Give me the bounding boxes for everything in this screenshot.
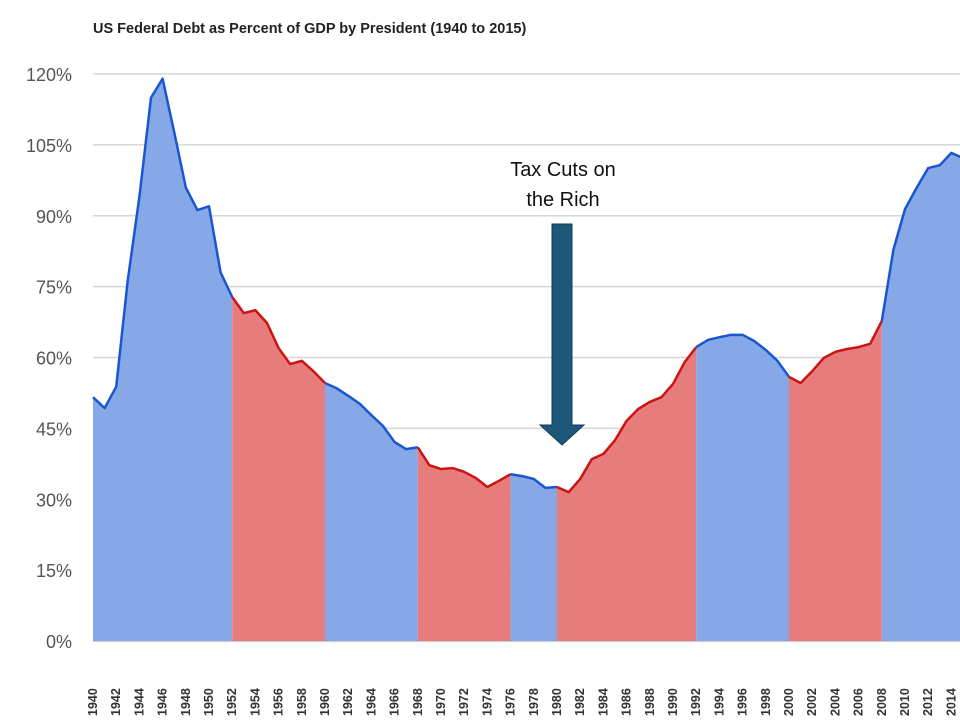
y-axis-ticks: 0% 15% 30% 45% 60% 75% 90% 105% 120% <box>26 65 72 652</box>
line-republican <box>416 446 512 489</box>
annotation-line-2: the Rich <box>526 189 600 211</box>
line-democratic <box>324 381 419 451</box>
arrow-shape <box>538 223 586 446</box>
x-tick-label: 2002 <box>805 688 819 716</box>
x-tick-label: 1952 <box>225 688 239 716</box>
x-tick-label: 1996 <box>736 688 750 716</box>
x-tick-label: 1976 <box>504 688 518 716</box>
x-tick-label: 2012 <box>921 688 935 716</box>
annotation-line-1: Tax Cuts on <box>510 159 616 181</box>
x-tick-label: 1970 <box>434 688 448 716</box>
line-democratic <box>510 472 558 490</box>
area-democratic <box>93 78 233 642</box>
x-tick-label: 1988 <box>643 688 657 716</box>
x-tick-label: 1974 <box>480 688 494 716</box>
x-tick-label: 1962 <box>341 688 355 716</box>
area-republican <box>232 297 325 641</box>
area-democratic <box>696 334 789 641</box>
x-tick-label: 1940 <box>86 688 100 716</box>
x-tick-label: 2004 <box>828 688 842 716</box>
x-tick-label: 1990 <box>666 688 680 716</box>
x-tick-label: 1998 <box>759 688 773 716</box>
area-democratic <box>325 383 418 641</box>
y-tick-label: 105% <box>26 136 72 156</box>
y-tick-label: 60% <box>36 349 72 369</box>
x-tick-label: 1980 <box>550 688 564 716</box>
x-tick-label: 2006 <box>852 688 866 716</box>
x-tick-label: 1942 <box>109 688 123 716</box>
area-republican <box>789 321 882 641</box>
x-tick-label: 1972 <box>457 688 471 716</box>
line-democratic <box>92 77 234 410</box>
x-tick-label: 1960 <box>318 688 332 716</box>
area-segments <box>93 78 960 642</box>
down-arrow-icon <box>538 223 586 446</box>
line-republican <box>556 346 698 494</box>
line-republican <box>231 296 326 384</box>
x-axis-ticks: 1940 1942 1944 1946 1948 1950 1952 1954 1956 1958… <box>86 688 958 716</box>
area-republican <box>557 347 697 641</box>
area-democratic <box>510 474 557 641</box>
x-tick-label: 1954 <box>248 688 262 716</box>
x-tick-label: 2000 <box>782 688 796 716</box>
line-democratic <box>695 333 791 378</box>
x-tick-label: 1982 <box>573 688 587 716</box>
line-segments <box>92 77 960 494</box>
x-tick-label: 2010 <box>898 688 912 716</box>
x-tick-label: 2014 <box>944 688 958 716</box>
x-tick-label: 2008 <box>875 688 889 716</box>
x-tick-label: 1950 <box>202 688 216 716</box>
chart-title: US Federal Debt as Percent of GDP by Pre… <box>93 21 527 37</box>
x-tick-label: 1992 <box>689 688 703 716</box>
annotation: Tax Cuts on the Rich <box>478 155 648 215</box>
y-tick-label: 30% <box>36 490 72 510</box>
x-tick-label: 1956 <box>272 688 286 716</box>
x-tick-label: 1994 <box>712 688 726 716</box>
x-tick-label: 1966 <box>388 688 402 716</box>
x-tick-label: 1978 <box>527 688 541 716</box>
line-democratic <box>880 151 960 322</box>
y-tick-label: 15% <box>36 561 72 581</box>
area-republican <box>417 447 511 641</box>
area-democratic <box>881 152 960 641</box>
x-tick-label: 1946 <box>156 688 170 716</box>
x-tick-label: 1944 <box>132 688 146 716</box>
y-tick-label: 45% <box>36 419 72 439</box>
x-tick-label: 1964 <box>364 688 378 716</box>
x-tick-label: 1968 <box>411 688 425 716</box>
x-tick-label: 1948 <box>179 688 193 716</box>
x-tick-label: 1958 <box>295 688 309 716</box>
y-tick-label: 90% <box>36 207 72 227</box>
x-tick-label: 1984 <box>596 688 610 716</box>
y-tick-label: 0% <box>46 632 72 652</box>
y-tick-label: 120% <box>26 65 72 85</box>
y-tick-label: 75% <box>36 278 72 298</box>
line-republican <box>788 320 883 385</box>
x-tick-label: 1986 <box>620 688 634 716</box>
